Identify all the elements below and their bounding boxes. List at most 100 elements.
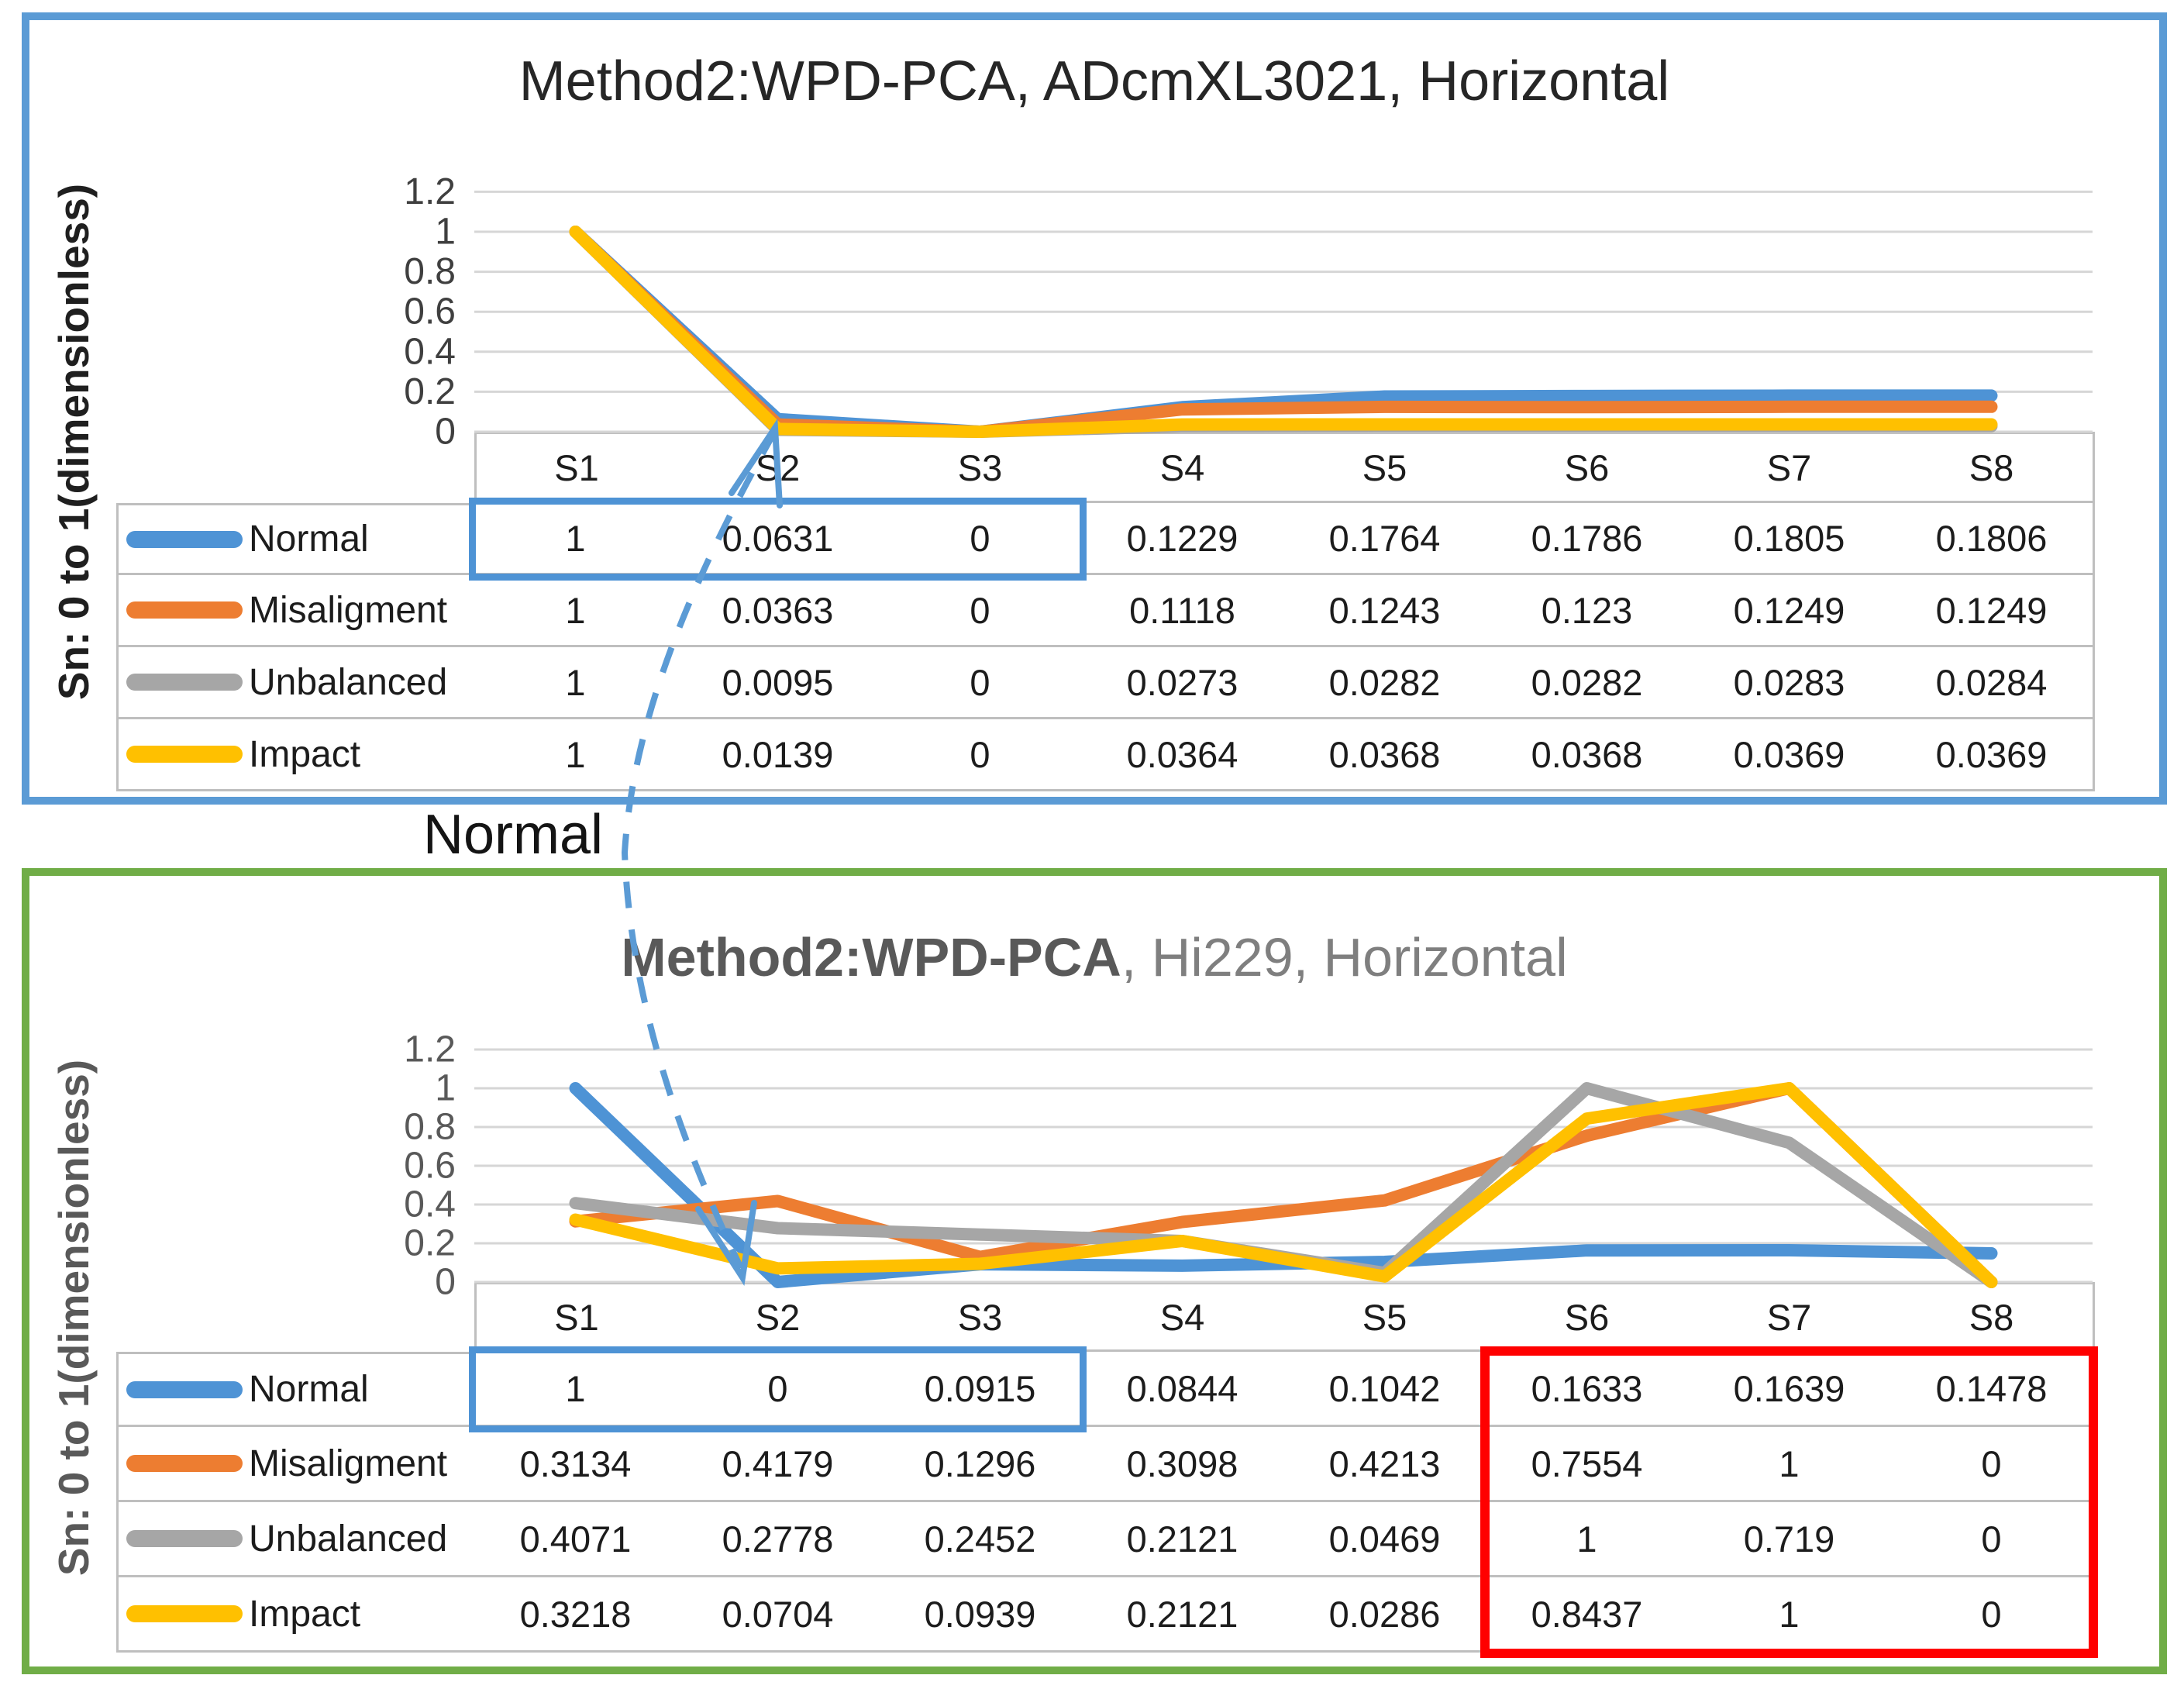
table-cell-unbalanced-s8: 0.0284 bbox=[1890, 647, 2095, 719]
table-cell-misaligment-s2: 0.0363 bbox=[677, 575, 881, 647]
table-cell-normal-s6: 0.1786 bbox=[1486, 503, 1690, 575]
table-cell-normal-s5: 0.1764 bbox=[1283, 503, 1488, 575]
legend-label: Misaligment bbox=[249, 1442, 448, 1484]
column-header-s1: S1 bbox=[474, 432, 679, 503]
table-cell-unbalanced-s7: 0.0283 bbox=[1688, 647, 1893, 719]
table-cell-impact-s6: 0.0368 bbox=[1486, 719, 1690, 791]
legend-label: Unbalanced bbox=[249, 661, 448, 703]
table-cell-impact-s7: 0.0369 bbox=[1688, 719, 1893, 791]
legend-item-impact: Impact bbox=[116, 719, 477, 791]
column-header-s8: S8 bbox=[1890, 432, 2095, 503]
table-cell-impact-s8: 0 bbox=[1890, 1577, 2095, 1653]
table-cell-misaligment-s8: 0.1249 bbox=[1890, 575, 2095, 647]
table-cell-unbalanced-s8: 0 bbox=[1890, 1502, 2095, 1577]
blue-box-normal-s1-s3 bbox=[469, 498, 1087, 581]
legend-label: Normal bbox=[249, 519, 369, 560]
chart-title-segment: , Hi229, Horizontal bbox=[1121, 927, 1568, 987]
table-cell-impact-s3: 0.0939 bbox=[879, 1577, 1083, 1653]
legend-item-normal: Normal bbox=[116, 503, 477, 575]
chart-title: Method2:WPD-PCA, ADcmXL3021, Horizontal bbox=[37, 39, 2151, 124]
table-cell-unbalanced-s5: 0.0282 bbox=[1283, 647, 1488, 719]
table-cell-normal-s8: 0.1806 bbox=[1890, 503, 2095, 575]
table-cell-unbalanced-s1: 1 bbox=[474, 647, 679, 719]
legend-label: Misaligment bbox=[249, 589, 448, 631]
table-cell-impact-s5: 0.0286 bbox=[1283, 1577, 1488, 1653]
table-cell-unbalanced-s3: 0 bbox=[879, 647, 1083, 719]
table-cell-impact-s5: 0.0368 bbox=[1283, 719, 1488, 791]
legend-item-misaligment: Misaligment bbox=[116, 1427, 477, 1502]
chart-title: Method2:WPD-PCA, Hi229, Horizontal bbox=[37, 915, 2151, 1000]
chart-title-segment: Method2:WPD-PCA, ADcmXL3021, Horizontal bbox=[518, 50, 1670, 112]
table-cell-impact-s4: 0.0364 bbox=[1081, 719, 1286, 791]
legend-item-impact: Impact bbox=[116, 1577, 477, 1653]
red-box-s6-s8-all-rows bbox=[1480, 1346, 2098, 1658]
legend-label: Impact bbox=[249, 1593, 361, 1635]
table-cell-normal-s4: 0.1229 bbox=[1081, 503, 1286, 575]
column-header-s1: S1 bbox=[474, 1282, 679, 1352]
table-cell-misaligment-s3: 0.1296 bbox=[879, 1427, 1083, 1502]
legend-swatch-icon bbox=[126, 1530, 243, 1547]
table-cell-impact-s8: 0.0369 bbox=[1890, 719, 2095, 791]
column-header-s6: S6 bbox=[1486, 432, 1690, 503]
legend-swatch-icon bbox=[126, 674, 243, 691]
table-cell-unbalanced-s5: 0.0469 bbox=[1283, 1502, 1488, 1577]
table-cell-impact-s3: 0 bbox=[879, 719, 1083, 791]
table-cell-misaligment-s1: 1 bbox=[474, 575, 679, 647]
table-cell-misaligment-s7: 1 bbox=[1688, 1427, 1893, 1502]
table-cell-normal-s5: 0.1042 bbox=[1283, 1352, 1488, 1427]
table-cell-impact-s1: 1 bbox=[474, 719, 679, 791]
column-header-s7: S7 bbox=[1688, 432, 1893, 503]
table-cell-misaligment-s3: 0 bbox=[879, 575, 1083, 647]
table-cell-unbalanced-s4: 0.0273 bbox=[1081, 647, 1286, 719]
legend-swatch-icon bbox=[126, 1380, 243, 1398]
annotation-normal-label: Normal bbox=[423, 804, 604, 866]
table-cell-impact-s2: 0.0139 bbox=[677, 719, 881, 791]
column-header-s2: S2 bbox=[677, 1282, 881, 1352]
table-cell-misaligment-s6: 0.7554 bbox=[1486, 1427, 1690, 1502]
column-header-s7: S7 bbox=[1688, 1282, 1893, 1352]
y-axis-label: Sn: 0 to 1(dimensionless) bbox=[50, 1059, 98, 1577]
table-cell-misaligment-s4: 0.1118 bbox=[1081, 575, 1286, 647]
table-cell-impact-s1: 0.3218 bbox=[474, 1577, 679, 1653]
y-axis-label: Sn: 0 to 1(dimensionless) bbox=[50, 183, 98, 701]
table-cell-normal-s7: 0.1805 bbox=[1688, 503, 1893, 575]
column-header-s5: S5 bbox=[1283, 1282, 1488, 1352]
column-header-s5: S5 bbox=[1283, 432, 1488, 503]
legend-item-unbalanced: Unbalanced bbox=[116, 647, 477, 719]
table-cell-misaligment-s8: 0 bbox=[1890, 1427, 2095, 1502]
legend-item-normal: Normal bbox=[116, 1352, 477, 1427]
table-cell-misaligment-s5: 0.4213 bbox=[1283, 1427, 1488, 1502]
blue-box-normal-s1-s3 bbox=[469, 1346, 1087, 1432]
column-header-s3: S3 bbox=[879, 1282, 1083, 1352]
legend-label: Normal bbox=[249, 1369, 369, 1410]
table-cell-normal-s4: 0.0844 bbox=[1081, 1352, 1286, 1427]
column-header-s2: S2 bbox=[677, 432, 881, 503]
column-header-s6: S6 bbox=[1486, 1282, 1690, 1352]
table-cell-unbalanced-s7: 0.719 bbox=[1688, 1502, 1893, 1577]
legend-label: Impact bbox=[249, 733, 361, 775]
table-cell-impact-s7: 1 bbox=[1688, 1577, 1893, 1653]
column-header-s8: S8 bbox=[1890, 1282, 2095, 1352]
table-cell-misaligment-s6: 0.123 bbox=[1486, 575, 1690, 647]
legend-item-unbalanced: Unbalanced bbox=[116, 1502, 477, 1577]
table-cell-unbalanced-s2: 0.0095 bbox=[677, 647, 881, 719]
column-header-s3: S3 bbox=[879, 432, 1083, 503]
legend-swatch-icon bbox=[126, 530, 243, 548]
table-cell-unbalanced-s1: 0.4071 bbox=[474, 1502, 679, 1577]
table-cell-misaligment-s4: 0.3098 bbox=[1081, 1427, 1286, 1502]
table-cell-unbalanced-s2: 0.2778 bbox=[677, 1502, 881, 1577]
table-cell-misaligment-s7: 0.1249 bbox=[1688, 575, 1893, 647]
table-cell-unbalanced-s6: 0.0282 bbox=[1486, 647, 1690, 719]
legend-swatch-icon bbox=[126, 1455, 243, 1472]
chart-title-segment: Method2:WPD-PCA bbox=[621, 927, 1121, 987]
legend-swatch-icon bbox=[126, 746, 243, 763]
table-cell-normal-s7: 0.1639 bbox=[1688, 1352, 1893, 1427]
table-cell-misaligment-s2: 0.4179 bbox=[677, 1427, 881, 1502]
table-cell-unbalanced-s4: 0.2121 bbox=[1081, 1502, 1286, 1577]
legend-swatch-icon bbox=[126, 601, 243, 619]
table-cell-misaligment-s1: 0.3134 bbox=[474, 1427, 679, 1502]
table-cell-unbalanced-s3: 0.2452 bbox=[879, 1502, 1083, 1577]
legend-swatch-icon bbox=[126, 1605, 243, 1622]
table-cell-misaligment-s5: 0.1243 bbox=[1283, 575, 1488, 647]
